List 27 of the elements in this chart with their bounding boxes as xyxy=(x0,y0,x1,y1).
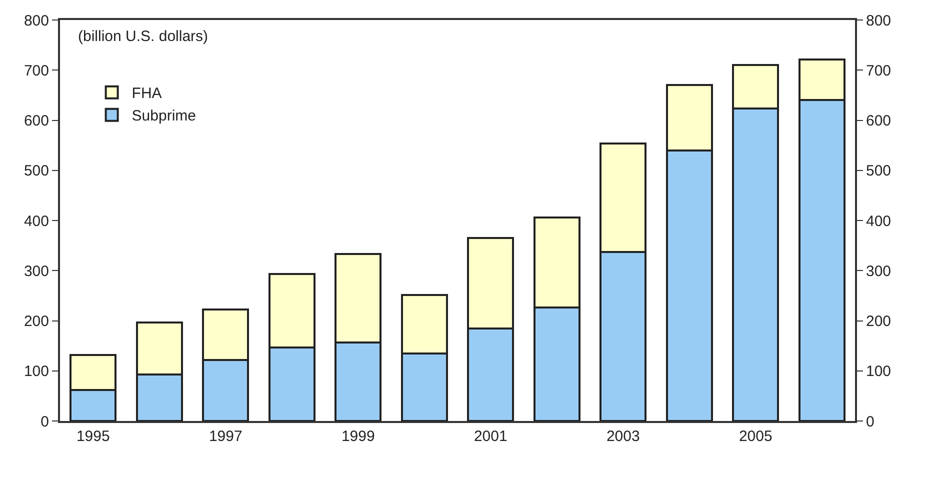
y-tick-label: 600 xyxy=(24,112,49,130)
y-tick-label: 200 xyxy=(24,313,49,330)
x-tick-label: 1995 xyxy=(76,428,110,445)
y2-tick-label: 0 xyxy=(866,413,874,430)
y-tick-label: 300 xyxy=(24,262,49,280)
x-tick-label: 1997 xyxy=(208,428,242,445)
y-tick-label: 700 xyxy=(24,62,49,80)
x-tick-label: 2003 xyxy=(606,428,640,445)
y2-tick-label: 300 xyxy=(866,262,892,280)
legend-label: Subprime xyxy=(132,108,196,125)
y2-tick-label: 600 xyxy=(866,112,892,130)
legend-label: FHA xyxy=(132,85,162,102)
y2-tick-label: 500 xyxy=(866,162,892,180)
y-tick-label: 400 xyxy=(24,212,49,230)
y2-tick-label: 100 xyxy=(866,363,892,380)
y2-tick-label: 700 xyxy=(866,62,892,80)
y-tick-label: 500 xyxy=(24,162,49,180)
y2-tick-label: 400 xyxy=(866,212,892,230)
y-tick-label: 800 xyxy=(24,12,49,30)
x-tick-label: 2001 xyxy=(474,428,508,445)
y-tick-label: 0 xyxy=(40,413,49,430)
y-tick-label: 100 xyxy=(24,363,49,380)
y2-tick-label: 200 xyxy=(866,313,892,330)
annotation: (billion U.S. dollars) xyxy=(78,28,208,45)
x-tick-label: 2005 xyxy=(738,428,772,445)
y2-tick-label: 800 xyxy=(866,12,892,30)
x-tick-label: 1999 xyxy=(341,428,375,445)
